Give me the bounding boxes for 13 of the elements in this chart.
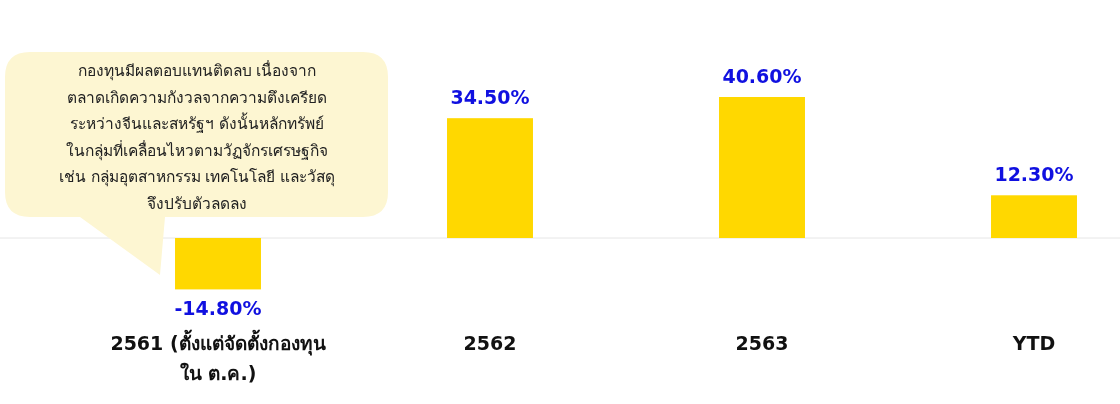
data-label: -14.80% bbox=[174, 297, 262, 320]
x-tick-label: YTD bbox=[1011, 332, 1056, 354]
x-tick-label: 2561 (ตั้งแต่จัดตั้งกองทุน ใน ต.ค.) bbox=[110, 329, 326, 384]
data-label: 34.50% bbox=[450, 86, 530, 109]
bar bbox=[447, 118, 533, 238]
x-tick-label: 2562 bbox=[463, 332, 517, 354]
x-tick-label: 2563 bbox=[735, 332, 789, 354]
data-label: 12.30% bbox=[994, 163, 1074, 186]
bar bbox=[719, 97, 805, 238]
bar bbox=[175, 238, 261, 290]
bar bbox=[991, 195, 1077, 238]
data-label: 40.60% bbox=[722, 65, 802, 87]
annotation: กองทุนมีผลตอบแทนติดลบ เนื่องจาก ตลาดเกิดความกังวลจากความตึงเครียด ระหว่างจีนและสหรัฐฯ ดังนั้นหลักทรัพย์ ในกลุ่มที่เคลื่อนไหวตามวัฏจักรเศรษฐกิจ เช่น กลุ่มอุตสาหกรรม เทคโนโลยี และวัสดุ จึงปรับตัวลดลง bbox=[58, 60, 336, 213]
